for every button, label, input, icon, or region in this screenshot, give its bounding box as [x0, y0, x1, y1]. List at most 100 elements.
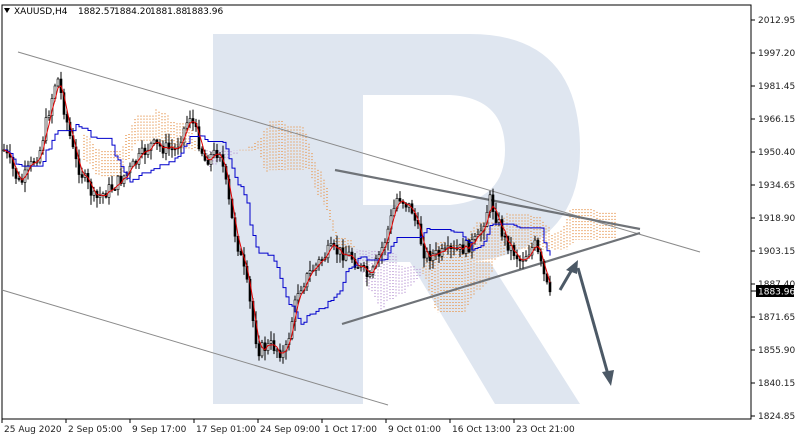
candle-body	[431, 253, 435, 261]
candle-body	[533, 239, 537, 248]
candle-body	[110, 184, 114, 190]
candle-body	[506, 236, 510, 251]
forecast-up-arrowhead	[566, 260, 578, 274]
price-tick-label: 1871.65	[758, 313, 795, 323]
candle-body	[392, 207, 396, 217]
candle-body	[299, 290, 303, 294]
price-tick-label: 1981.45	[758, 82, 795, 92]
price-tick-label: 1950.40	[758, 148, 795, 158]
symbol-name: XAUUSD,H4	[14, 7, 68, 17]
candle-body	[329, 243, 333, 246]
current-price-marker: 1883.96	[751, 285, 795, 298]
candle-body	[92, 190, 96, 196]
candle-body	[257, 343, 261, 357]
candle-body	[47, 115, 51, 118]
ohlc-open: 1882.57	[78, 7, 115, 17]
triangle-upper-line	[334, 168, 641, 231]
candle-body	[503, 235, 507, 238]
time-tick-label: 9 Sep 17:00	[132, 425, 187, 435]
candle-body	[296, 293, 300, 301]
candle-body	[191, 118, 195, 124]
candle-body	[200, 148, 204, 154]
candle-body	[263, 342, 267, 351]
candle-body	[212, 149, 216, 155]
time-axis[interactable]: 25 Aug 2020 2 Sep 05:00 9 Sep 17:00 17 Sep …	[1, 419, 575, 435]
candle-body	[443, 247, 447, 250]
candle-body	[515, 255, 519, 260]
time-tick-label: 2 Sep 05:00	[68, 425, 123, 435]
price-tick-label: 1966.15	[758, 115, 795, 125]
candle-body	[434, 250, 438, 255]
candle-body	[509, 245, 513, 251]
trend-lines	[1, 51, 701, 406]
candle-body	[536, 239, 540, 253]
candle-body	[281, 350, 285, 358]
time-tick-label: 23 Oct 21:00	[516, 425, 575, 435]
price-tick-label: 1934.65	[758, 181, 795, 191]
candle-body	[152, 139, 156, 144]
candle-body	[335, 244, 339, 255]
price-tick-label: 1918.90	[758, 214, 795, 224]
candle-body	[398, 198, 402, 202]
triangle-lower-line	[341, 231, 641, 326]
candle-body	[365, 265, 369, 278]
symbol-header: XAUUSD,H4 1882.57 1884.20 1881.88 1883.9…	[4, 7, 223, 17]
candle-body	[185, 122, 189, 129]
tenkan-line	[3, 85, 551, 354]
ohlc-low: 1881.88	[150, 7, 187, 17]
candle-body	[491, 194, 495, 212]
candle-body	[278, 349, 282, 358]
time-tick-label: 16 Oct 13:00	[452, 425, 511, 435]
ichimoku-cloud	[83, 109, 616, 313]
candle-body	[62, 92, 66, 115]
time-tick-label: 24 Sep 09:00	[260, 425, 320, 435]
forecast-down-arrow	[576, 267, 611, 379]
plot-area-frame	[1, 4, 752, 420]
forecast-down-arrowhead	[602, 370, 614, 386]
ohlc-high: 1884.20	[114, 7, 151, 17]
collapse-triangle-icon	[4, 8, 10, 13]
candle-body	[17, 178, 21, 180]
time-tick-label: 25 Aug 2020	[4, 425, 62, 435]
current-price-label: 1883.96	[758, 288, 795, 298]
candle-body	[275, 349, 279, 352]
candle-body	[98, 195, 102, 198]
candle-body	[113, 189, 117, 191]
candle-body	[377, 254, 381, 259]
candle-body	[44, 117, 48, 141]
broker-logo-watermark	[213, 34, 580, 404]
candle-body	[368, 273, 372, 278]
candle-body	[188, 118, 192, 124]
candle-body	[422, 243, 426, 259]
price-axis[interactable]: 2012.95 1997.20 1981.45 1966.15 1950.40 1934.…	[751, 16, 795, 422]
candle-body	[56, 78, 60, 87]
ohlc-close: 1883.96	[186, 7, 223, 17]
candle-body	[260, 342, 264, 357]
candle-body	[161, 145, 165, 154]
price-tick-label: 2012.95	[758, 16, 795, 26]
moving-averages	[3, 85, 551, 354]
candle-body	[140, 147, 144, 154]
candle-body	[344, 254, 348, 261]
candle-body	[548, 281, 552, 293]
time-tick-label: 17 Sep 01:00	[196, 425, 256, 435]
price-tick-label: 1997.20	[758, 49, 795, 59]
price-tick-label: 1855.90	[758, 346, 795, 356]
candle-body	[356, 267, 360, 269]
forecast-arrows	[558, 260, 614, 386]
candle-body	[89, 181, 93, 196]
price-tick-label: 1824.85	[758, 412, 795, 422]
candle-body	[308, 270, 312, 274]
kijun-line	[4, 123, 551, 325]
candle-body	[467, 239, 471, 253]
candle-body	[239, 251, 243, 255]
channel-lower-line	[1, 289, 389, 406]
candle-body	[521, 260, 525, 262]
price-tick-label: 1903.15	[758, 247, 795, 257]
candle-body	[80, 174, 84, 178]
time-tick-label: 1 Oct 17:00	[324, 425, 377, 435]
candle-body	[170, 148, 174, 151]
time-tick-label: 9 Oct 01:00	[388, 425, 441, 435]
